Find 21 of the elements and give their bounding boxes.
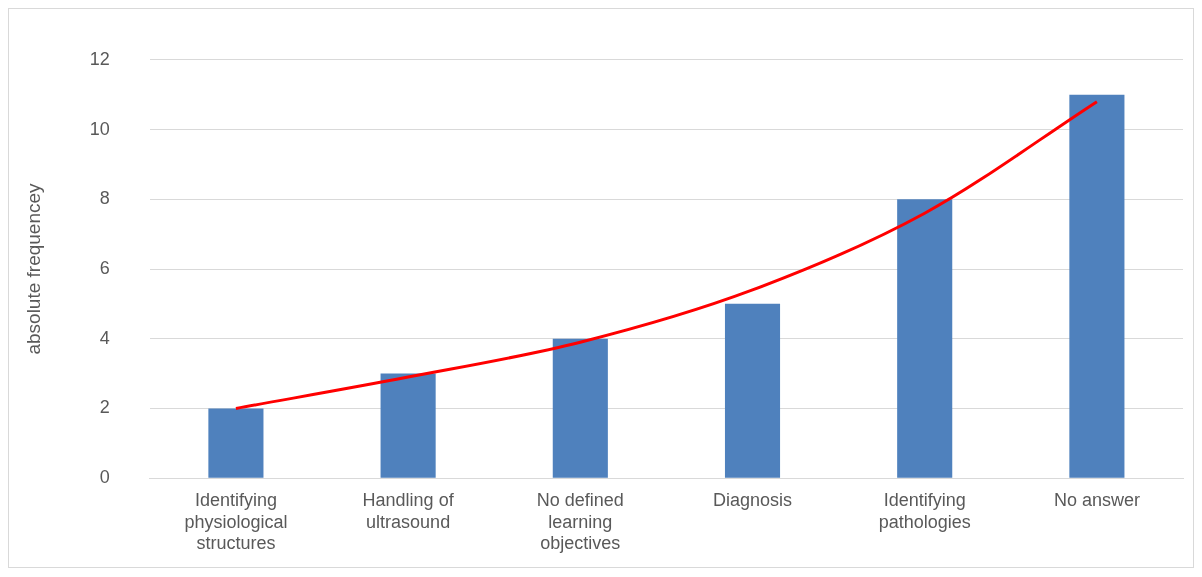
y-tick-label: 2	[99, 397, 110, 418]
y-tick-label: 0	[99, 467, 110, 488]
x-tick-label: Identifying pathologies	[878, 489, 971, 532]
bar	[208, 408, 264, 478]
y-tick-label: 10	[89, 118, 110, 139]
bar	[552, 338, 608, 478]
bar	[897, 199, 953, 478]
x-tick-label: Identifying physiological structures	[184, 489, 288, 554]
x-tick-label: Diagnosis	[712, 489, 793, 510]
line-series	[234, 100, 1099, 410]
y-tick-label: 8	[99, 188, 110, 209]
y-axis-title: absolute frequencey	[22, 182, 44, 355]
y-tick-label: 6	[99, 257, 110, 278]
y-tick-label: 4	[99, 327, 110, 348]
x-tick-label: No answer	[1053, 489, 1140, 510]
x-tick-label: No defined learning objectives	[536, 489, 624, 554]
bar	[1069, 94, 1125, 478]
bar	[380, 373, 436, 478]
y-tick-label: 12	[89, 48, 110, 69]
bar	[724, 303, 781, 478]
x-tick-label: Handling of ultrasound	[362, 489, 455, 532]
